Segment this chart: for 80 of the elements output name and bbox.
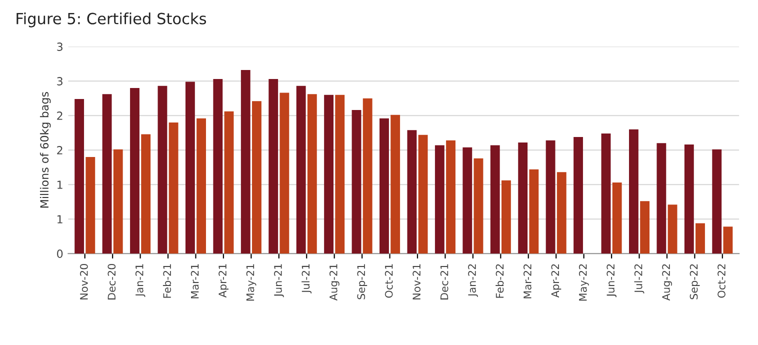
bar [307, 94, 317, 254]
bar [612, 182, 622, 254]
y-tick-label: 0 [57, 250, 63, 258]
x-tick-label: Jul-21 [302, 264, 312, 294]
bar [352, 110, 362, 254]
bar [362, 98, 372, 254]
y-tick-label: 3 [57, 77, 62, 86]
y-tick-label: 2 [57, 146, 62, 154]
bar [418, 134, 428, 254]
bar [86, 156, 96, 254]
bar [240, 70, 250, 254]
x-tick-label: Mar-22 [524, 264, 532, 298]
x-tick-label: Nov-20 [80, 264, 88, 300]
bar [684, 144, 694, 254]
x-tick-label: Jan-21 [135, 264, 146, 297]
x-tick-label: Sep-21 [357, 264, 368, 300]
x-tick-label: Aug-21 [329, 264, 340, 301]
x-tick-label: Feb-21 [162, 264, 172, 298]
bar [434, 145, 444, 254]
bar [474, 158, 484, 254]
x-tick-label: Mar-21 [190, 264, 199, 298]
bar [296, 86, 306, 254]
chart-title: Figure 5: Certified Stocks [16, 12, 206, 28]
bar [102, 94, 112, 254]
y-tick-label: 3 [57, 42, 62, 51]
bar [712, 149, 722, 254]
bar [185, 82, 195, 254]
x-tick-label: Dec-21 [440, 264, 448, 300]
bar [141, 134, 151, 254]
x-tick-label: May-21 [246, 264, 256, 301]
x-tick-label: Feb-22 [496, 264, 504, 298]
bar [224, 111, 234, 254]
bar [158, 86, 168, 254]
x-tick-label: Apr-22 [551, 264, 562, 298]
x-tick-label: Aug-22 [662, 264, 672, 301]
bar [280, 92, 290, 254]
bar [407, 130, 417, 254]
bar [529, 169, 539, 254]
x-tick-label: Jun-22 [606, 264, 616, 298]
x-tick-label: Apr-21 [218, 264, 228, 298]
x-tick-label: May-22 [578, 264, 589, 301]
y-tick-label: 1 [58, 180, 62, 189]
x-tick-label: Jun-21 [274, 264, 284, 298]
y-tick-label: 1 [58, 215, 62, 224]
bar [656, 143, 666, 254]
bar [501, 180, 511, 254]
bar [390, 114, 400, 254]
bar [668, 204, 678, 254]
bar [546, 140, 556, 254]
bar [518, 142, 528, 254]
bar [556, 172, 566, 254]
x-tick-label: Dec-20 [108, 264, 116, 300]
bar [74, 99, 84, 254]
y-axis-title: Millions of 60kg bags [40, 92, 51, 208]
bar [130, 88, 140, 254]
x-tick-label: Jan-22 [468, 264, 478, 297]
bar [168, 122, 178, 254]
x-tick-label: Nov-21 [412, 264, 421, 300]
x-tick-label: Jul-22 [634, 264, 644, 294]
bar [196, 118, 206, 254]
bar [335, 94, 345, 254]
bar [490, 145, 500, 254]
y-tick-label: 2 [57, 112, 62, 120]
bar [629, 129, 638, 254]
bar [446, 140, 456, 254]
bar [252, 101, 262, 254]
bar [723, 226, 733, 254]
bar [380, 118, 389, 254]
bar [113, 149, 123, 254]
bar [213, 79, 223, 254]
bar [574, 136, 583, 254]
bar [462, 147, 472, 254]
bar [640, 201, 650, 254]
bar [696, 223, 705, 254]
bar [268, 79, 278, 254]
bar [324, 94, 334, 254]
x-tick-label: Oct-21 [384, 264, 393, 298]
x-tick-label: Sep-22 [690, 264, 700, 300]
x-tick-label: Oct-22 [718, 264, 726, 298]
bar [601, 134, 611, 254]
